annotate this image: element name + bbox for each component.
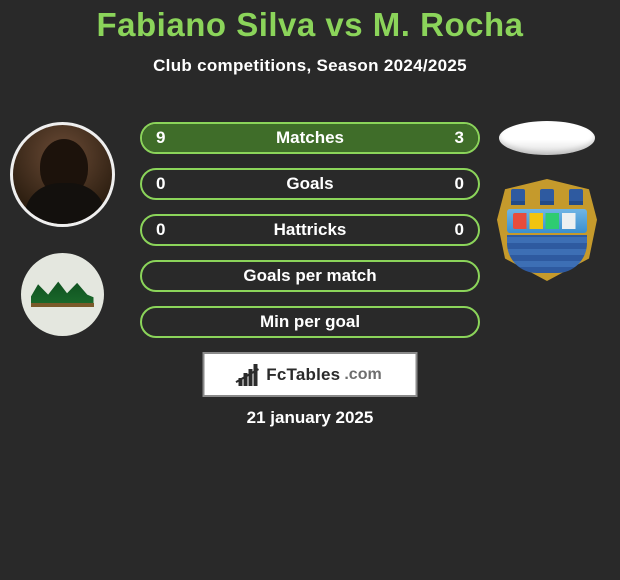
page-subtitle: Club competitions, Season 2024/2025 xyxy=(0,56,620,76)
stat-row: 0 0 Goals xyxy=(140,168,480,200)
stat-row: Goals per match xyxy=(140,260,480,292)
stat-label: Goals per match xyxy=(243,266,376,286)
stat-label: Min per goal xyxy=(260,312,360,332)
stat-fill-right xyxy=(394,124,478,152)
stat-row: 9 3 Matches xyxy=(140,122,480,154)
player-left-photo xyxy=(10,122,115,227)
stat-value-right: 0 xyxy=(455,174,464,194)
branding-text: FcTables xyxy=(266,365,340,385)
stat-label: Hattricks xyxy=(274,220,347,240)
stat-row: Min per goal xyxy=(140,306,480,338)
fctables-icon xyxy=(238,364,260,386)
left-player-column xyxy=(7,122,117,336)
stat-label: Goals xyxy=(286,174,333,194)
right-player-column xyxy=(492,121,602,281)
player-right-club-badge xyxy=(497,179,597,281)
branding-suffix: .com xyxy=(344,366,381,384)
stat-fill-left xyxy=(142,124,394,152)
stat-value-left: 9 xyxy=(156,128,165,148)
stat-row: 0 0 Hattricks xyxy=(140,214,480,246)
page-title: Fabiano Silva vs M. Rocha xyxy=(0,0,620,44)
stat-value-left: 0 xyxy=(156,220,165,240)
footer-date: 21 january 2025 xyxy=(0,408,620,428)
stat-value-right: 3 xyxy=(455,128,464,148)
stat-value-right: 0 xyxy=(455,220,464,240)
branding-box: FcTables .com xyxy=(203,352,418,397)
stat-label: Matches xyxy=(276,128,344,148)
player-left-club-badge xyxy=(21,253,104,336)
stat-value-left: 0 xyxy=(156,174,165,194)
player-right-photo-placeholder xyxy=(499,121,595,155)
stat-bars: 9 3 Matches 0 0 Goals 0 0 Hattricks Goals per mat… xyxy=(140,122,480,338)
